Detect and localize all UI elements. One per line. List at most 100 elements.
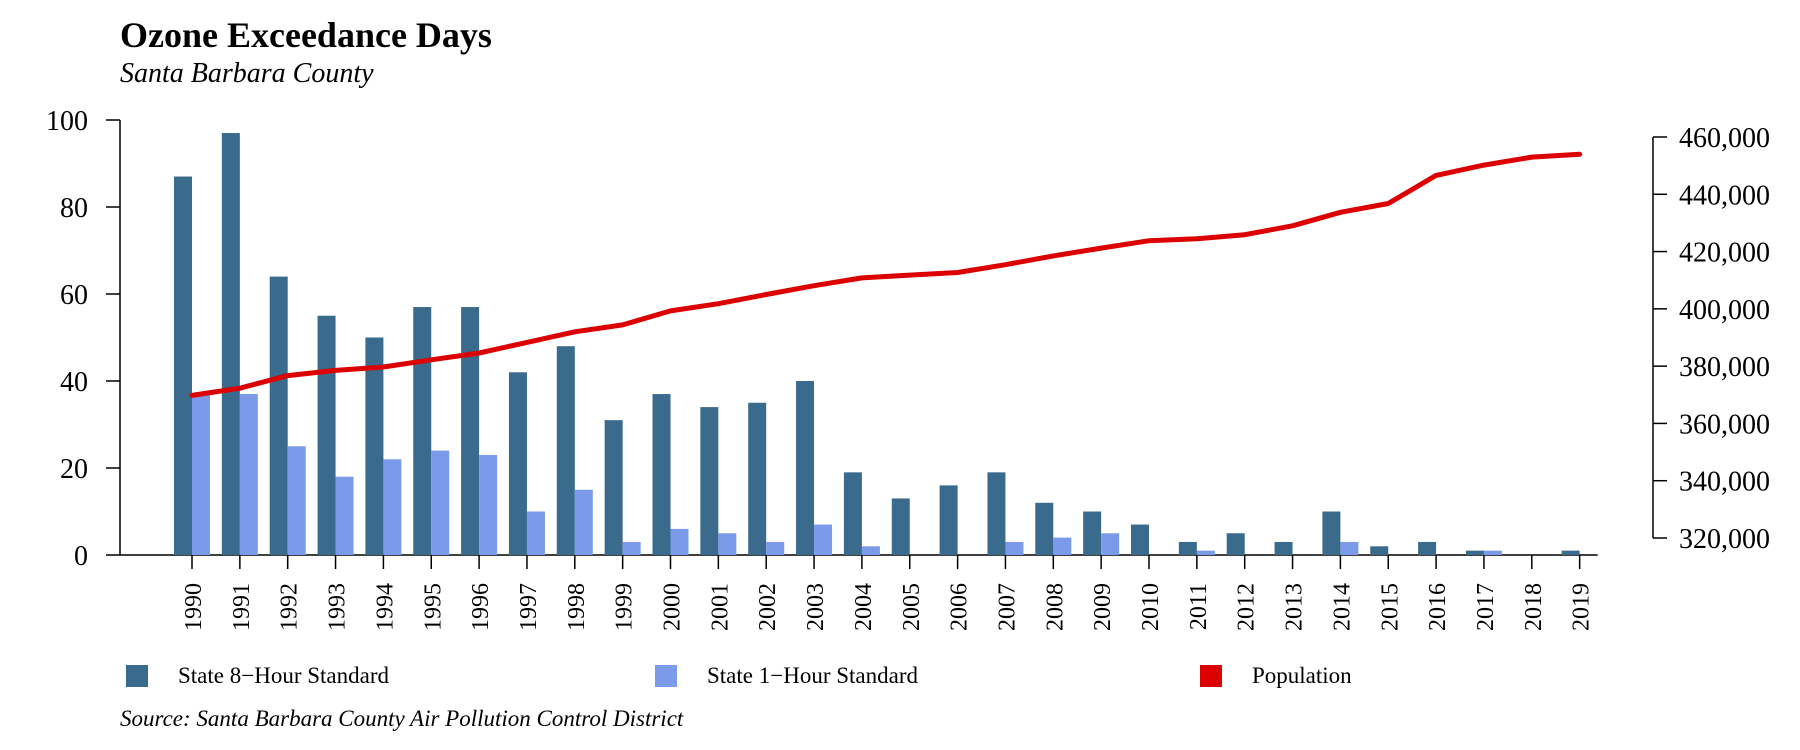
bar-state-8-hour: [1274, 541, 1293, 555]
x-axis-tick-label: 2002: [755, 583, 781, 631]
x-axis-tick-label: 1994: [372, 583, 398, 631]
x-axis-tick-label: 1993: [325, 583, 351, 631]
bar-state-1-hour: [383, 459, 402, 555]
bar-state-1-hour: [239, 394, 258, 555]
bar-state-8-hour: [508, 372, 527, 555]
legend-swatch-population: [1200, 665, 1222, 687]
chart-subtitle: Santa Barbara County: [120, 58, 374, 89]
bar-state-1-hour: [1101, 533, 1120, 555]
bar-state-1-hour: [431, 450, 450, 555]
legend-label-1-hour: State 1−Hour Standard: [707, 663, 918, 688]
x-axis-tick-label: 2004: [851, 583, 877, 631]
x-axis-tick-label: 2017: [1473, 583, 1499, 631]
x-axis-tick-label: 2019: [1569, 583, 1595, 631]
bar-state-8-hour: [413, 307, 432, 555]
bar-state-8-hour: [1226, 533, 1245, 555]
x-axis-tick-label: 2000: [660, 583, 686, 631]
chart-source-note: Source: Santa Barbara County Air Polluti…: [120, 706, 684, 731]
bar-state-8-hour: [1131, 524, 1149, 555]
bar-state-8-hour: [1465, 550, 1484, 555]
x-axis-tick-label: 2003: [803, 583, 829, 631]
left-axis-tick-label: 60: [60, 280, 88, 311]
left-axis-tick-label: 100: [46, 106, 88, 137]
bar-state-8-hour: [700, 407, 719, 555]
left-axis-tick-label: 20: [60, 454, 88, 485]
bar-state-1-hour: [766, 541, 785, 555]
bar-state-8-hour: [1418, 541, 1437, 555]
bar-state-1-hour: [574, 489, 593, 555]
left-axis-tick-label: 40: [60, 367, 88, 398]
x-axis-tick-label: 2016: [1425, 583, 1451, 631]
x-axis-tick-label: 2008: [1042, 583, 1068, 631]
x-axis-tick-label: 2012: [1234, 583, 1260, 631]
bar-state-1-hour: [1005, 541, 1024, 555]
bar-state-8-hour: [748, 402, 767, 555]
right-axis-tick-label: 460,000: [1679, 123, 1770, 154]
x-axis-tick-label: 1999: [612, 583, 638, 631]
bar-state-8-hour: [604, 420, 623, 555]
bar-state-8-hour: [1083, 511, 1102, 555]
legend-item-population: Population: [1200, 662, 1352, 690]
bar-state-8-hour: [1370, 546, 1389, 555]
x-axis-tick-label: 2018: [1521, 583, 1547, 631]
bar-state-8-hour: [556, 346, 575, 555]
right-axis-tick-label: 360,000: [1679, 409, 1770, 440]
x-axis-tick-label: 2005: [899, 583, 925, 631]
right-axis-tick-label: 380,000: [1679, 352, 1770, 383]
right-axis-tick-label: 320,000: [1679, 524, 1770, 555]
bar-state-1-hour: [861, 546, 880, 555]
bar-state-1-hour: [526, 511, 545, 555]
bar-state-8-hour: [796, 381, 815, 555]
population-line: [189, 151, 1583, 398]
bar-state-8-hour: [461, 307, 480, 555]
legend-swatch-8-hour: [126, 665, 148, 687]
bar-state-1-hour: [718, 533, 737, 555]
bar-state-8-hour: [221, 133, 240, 556]
bar-state-8-hour: [1322, 511, 1341, 555]
legend-item-state-8-hour: State 8−Hour Standard: [126, 662, 389, 690]
x-axis-tick-label: 2007: [994, 583, 1020, 631]
x-axis-tick-label: 2006: [947, 583, 973, 631]
bar-state-8-hour: [1561, 550, 1580, 555]
left-axis-tick-label: 0: [74, 541, 88, 572]
x-axis-tick-label: 2009: [1090, 583, 1116, 631]
bar-state-8-hour: [939, 485, 958, 555]
x-axis-tick-label: 1998: [564, 583, 590, 631]
bar-state-8-hour: [891, 498, 910, 555]
bar-state-1-hour: [1196, 550, 1215, 555]
bar-state-8-hour: [652, 394, 671, 555]
x-axis-tick-label: 2014: [1329, 583, 1355, 631]
bar-state-1-hour: [1340, 541, 1359, 555]
bar-state-1-hour: [670, 528, 689, 555]
x-axis-tick-label: 2015: [1377, 583, 1403, 631]
right-axis-tick-label: 400,000: [1679, 295, 1770, 326]
bar-state-1-hour: [814, 524, 833, 555]
bar-state-8-hour: [987, 472, 1006, 555]
legend-item-state-1-hour: State 1−Hour Standard: [655, 662, 918, 690]
bar-state-8-hour: [317, 315, 336, 555]
x-axis-tick-label: 1990: [181, 583, 207, 631]
bar-state-1-hour: [335, 476, 354, 555]
x-axis-tick-label: 2010: [1138, 583, 1164, 631]
bar-state-8-hour: [269, 276, 288, 555]
x-axis-tick-label: 2013: [1282, 583, 1308, 631]
x-axis-tick-label: 1996: [468, 583, 494, 631]
bar-state-1-hour: [287, 446, 306, 555]
x-axis-tick-label: 2011: [1186, 583, 1212, 630]
bar-state-8-hour: [1178, 541, 1197, 555]
bar-state-1-hour: [479, 454, 498, 555]
legend-label-8-hour: State 8−Hour Standard: [178, 663, 389, 688]
x-axis-tick-label: 1992: [277, 583, 303, 631]
bar-state-1-hour: [1483, 550, 1502, 555]
left-axis-tick-label: 80: [60, 193, 88, 224]
right-axis-tick-label: 420,000: [1679, 238, 1770, 269]
x-axis-tick-label: 2001: [707, 583, 733, 631]
bar-state-8-hour: [843, 472, 862, 555]
x-axis-tick-label: 1991: [229, 583, 255, 631]
bar-state-8-hour: [1035, 502, 1054, 555]
chart-title: Ozone Exceedance Days: [120, 15, 492, 55]
bar-state-8-hour: [365, 337, 384, 555]
bar-state-1-hour: [1053, 537, 1072, 555]
right-axis-tick-label: 440,000: [1679, 180, 1770, 211]
